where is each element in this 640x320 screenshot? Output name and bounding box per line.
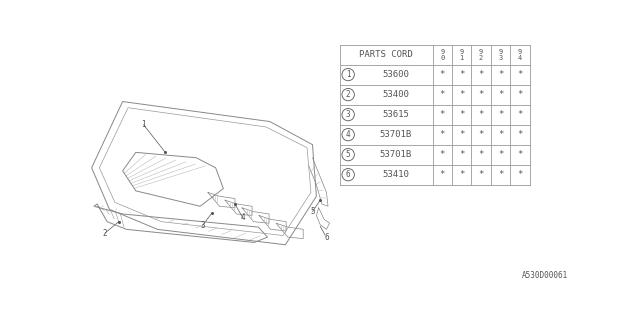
Text: 6: 6 <box>325 233 330 242</box>
Text: *: * <box>459 130 465 139</box>
Text: 1: 1 <box>346 70 351 79</box>
Text: *: * <box>517 150 522 159</box>
Text: 53410: 53410 <box>382 170 409 179</box>
Text: 2: 2 <box>102 229 107 238</box>
Text: A530D00061: A530D00061 <box>522 271 568 280</box>
Text: 9
3: 9 3 <box>499 49 502 60</box>
Text: 4: 4 <box>346 130 351 139</box>
Text: *: * <box>459 110 465 119</box>
Text: *: * <box>459 70 465 79</box>
Text: *: * <box>478 90 484 99</box>
Text: *: * <box>517 70 522 79</box>
Text: *: * <box>517 170 522 179</box>
Text: *: * <box>498 170 503 179</box>
Text: 9
0: 9 0 <box>440 49 444 60</box>
Text: *: * <box>459 150 465 159</box>
Text: *: * <box>440 170 445 179</box>
Text: *: * <box>478 110 484 119</box>
Text: *: * <box>517 110 522 119</box>
Text: *: * <box>440 90 445 99</box>
Text: *: * <box>498 110 503 119</box>
Text: *: * <box>498 150 503 159</box>
Text: 6: 6 <box>346 170 351 179</box>
Text: 3: 3 <box>200 221 205 230</box>
Text: 53400: 53400 <box>382 90 409 99</box>
Text: PARTS CORD: PARTS CORD <box>359 50 413 59</box>
Text: 53701B: 53701B <box>380 130 412 139</box>
Text: 1: 1 <box>141 120 146 129</box>
Text: *: * <box>440 70 445 79</box>
Text: *: * <box>478 70 484 79</box>
Text: *: * <box>478 150 484 159</box>
Text: 9
4: 9 4 <box>518 49 522 60</box>
Text: *: * <box>498 130 503 139</box>
Text: *: * <box>440 150 445 159</box>
Text: 4: 4 <box>241 213 245 222</box>
Text: *: * <box>517 130 522 139</box>
Text: *: * <box>440 110 445 119</box>
Text: *: * <box>498 90 503 99</box>
Text: 9
2: 9 2 <box>479 49 483 60</box>
Text: 53600: 53600 <box>382 70 409 79</box>
Text: 3: 3 <box>346 110 351 119</box>
Text: *: * <box>478 130 484 139</box>
Text: 53615: 53615 <box>382 110 409 119</box>
Text: 5: 5 <box>310 207 315 216</box>
Text: 2: 2 <box>346 90 351 99</box>
Text: *: * <box>517 90 522 99</box>
Text: 53701B: 53701B <box>380 150 412 159</box>
Text: *: * <box>440 130 445 139</box>
Text: *: * <box>478 170 484 179</box>
Text: 9
1: 9 1 <box>460 49 464 60</box>
Text: 5: 5 <box>346 150 351 159</box>
Text: *: * <box>459 90 465 99</box>
Text: *: * <box>498 70 503 79</box>
Text: *: * <box>459 170 465 179</box>
